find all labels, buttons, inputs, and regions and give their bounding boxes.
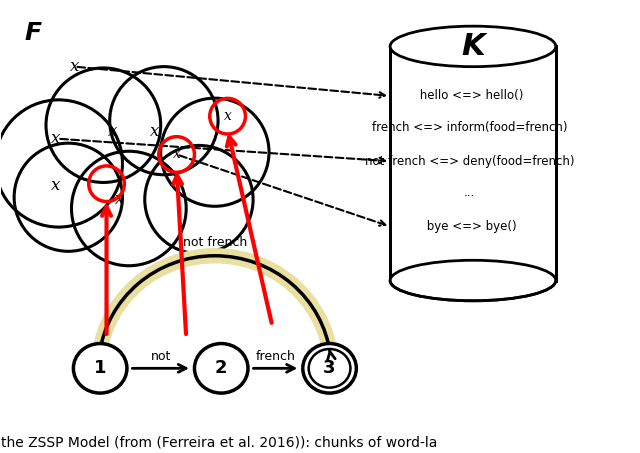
Text: K: K [461,32,484,61]
Ellipse shape [14,143,122,251]
Text: 3: 3 [323,359,336,377]
Ellipse shape [49,71,158,179]
Text: x: x [173,148,180,161]
Text: x: x [70,58,79,75]
Text: x: x [108,124,118,140]
Text: x: x [51,178,60,194]
Ellipse shape [46,68,161,183]
Ellipse shape [308,349,351,388]
Text: the ZSSP Model (from (Ferreira et al. 2016)): chunks of word-la: the ZSSP Model (from (Ferreira et al. 20… [1,435,438,449]
Text: 1: 1 [94,359,106,377]
Ellipse shape [17,146,120,249]
Ellipse shape [303,343,356,393]
Ellipse shape [163,101,266,203]
Text: ...: ... [464,186,476,199]
Text: bye <=> bye(): bye <=> bye() [423,220,516,233]
Text: not: not [150,350,171,363]
Text: 2: 2 [215,359,227,377]
Ellipse shape [0,100,122,227]
Text: hello <=> hello(): hello <=> hello() [416,89,524,102]
Ellipse shape [109,67,218,175]
Text: x: x [51,130,60,147]
Text: french <=> inform(food=french): french <=> inform(food=french) [372,121,568,134]
Text: x: x [223,109,232,123]
Text: F: F [25,21,42,45]
Text: x: x [150,124,159,140]
Ellipse shape [74,154,183,263]
Text: x: x [115,191,124,208]
Ellipse shape [195,343,248,393]
Ellipse shape [72,151,186,266]
Text: not french <=> deny(food=french): not french <=> deny(food=french) [365,155,575,168]
Ellipse shape [161,98,269,206]
Ellipse shape [145,145,253,254]
Ellipse shape [390,26,556,67]
Ellipse shape [147,148,250,251]
Ellipse shape [0,103,119,224]
Ellipse shape [74,343,127,393]
Ellipse shape [390,260,556,301]
Bar [390,46,556,280]
Text: not french: not french [183,236,247,249]
Text: french: french [255,350,295,363]
Ellipse shape [113,69,215,172]
